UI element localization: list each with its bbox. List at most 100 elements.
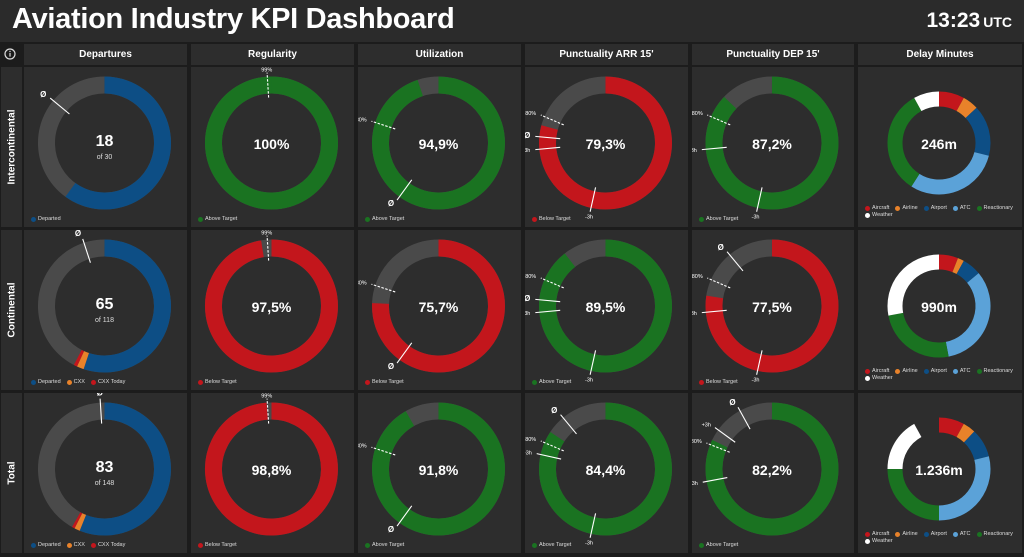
legend-item: Departed (31, 379, 61, 385)
kpi-tile[interactable]: 80% Ø 94,9% Above Target (358, 67, 521, 227)
donut-chart: 80% Ø 75,7% (358, 239, 505, 373)
chart-legend: Below Target (699, 379, 738, 385)
legend-swatch (865, 531, 870, 537)
kpi-tile[interactable]: 80% Ø +3h -3h 79,3% Below Target (525, 67, 688, 227)
donut-chart: Ø 65 of 118 (38, 230, 171, 373)
kpi-tile[interactable]: Ø +3h 80% -3h 82,2% Above Target (692, 393, 854, 553)
kpi-subtext: of 118 (95, 317, 114, 324)
legend-label: Above Target (539, 542, 572, 548)
info-icon (4, 48, 16, 60)
marker-label: 80% (358, 118, 367, 124)
legend-label: Reactionary (983, 531, 1013, 537)
donut-chart: 80% Ø 91,8% (358, 402, 505, 536)
marker-label: 80% (525, 111, 536, 117)
row-header: Continental (1, 230, 22, 390)
kpi-tile[interactable]: Ø 65 of 118 Departed CXX CXX Today (24, 230, 187, 390)
legend-label: Below Target (539, 216, 571, 222)
donut-segment-white (887, 254, 940, 316)
marker-label: Ø (525, 131, 530, 140)
marker-line (701, 309, 727, 314)
legend-item: Airline (895, 531, 918, 537)
legend-item: Departed (31, 542, 61, 548)
marker-line (396, 505, 413, 527)
marker-line (266, 398, 270, 424)
kpi-tile[interactable]: 80% Ø 91,8% Above Target (358, 393, 521, 553)
kpi-tile[interactable]: 246m Aircraft Airline Airport ATC Reactionary… (858, 67, 1022, 227)
legend-label: CXX Today (97, 542, 126, 548)
legend-item: Above Target (365, 542, 404, 548)
legend-label: Airport (930, 531, 947, 537)
donut-value-arc (539, 402, 672, 536)
donut-value-arc (705, 76, 839, 210)
marker-label: Ø (388, 525, 394, 534)
kpi-value: 100% (254, 136, 290, 152)
column-header: Regularity (191, 44, 354, 65)
legend-item: Reactionary (976, 368, 1013, 374)
marker-line (707, 277, 731, 289)
kpi-tile[interactable]: 80% Ø 75,7% Below Target (358, 230, 521, 390)
kpi-value: 98,8% (252, 462, 292, 478)
legend-swatch (952, 531, 958, 537)
legend-item: CXX (66, 379, 85, 385)
marker-line (540, 277, 564, 289)
legend-label: Below Target (205, 542, 237, 548)
marker-line (535, 135, 561, 140)
legend-item: Weather (865, 538, 893, 544)
marker-label: Ø (388, 199, 394, 208)
legend-label: Aircraft (872, 531, 890, 537)
column-header: Punctuality ARR 15' (525, 44, 688, 65)
marker-label: +3h (692, 148, 697, 154)
marker-label: 80% (525, 437, 536, 443)
marker-line (726, 251, 744, 272)
legend-label: Departed (38, 216, 61, 222)
clock-timezone: UTC (983, 14, 1012, 30)
legend-item: Above Target (365, 216, 404, 222)
chart-legend: Departed CXX CXX Today (31, 542, 125, 548)
donut-segment-green (888, 312, 949, 358)
kpi-tile[interactable]: 80% +3h -3h 87,2% Above Target (692, 67, 854, 227)
marker-line (706, 442, 730, 453)
marker-line (396, 342, 413, 364)
donut-chart: 990m (887, 254, 991, 358)
donut-chart: 80% Ø +3h -3h 79,3% (525, 76, 672, 221)
legend-label: Weather (872, 538, 893, 544)
legend-swatch (952, 205, 958, 211)
kpi-tile[interactable]: Ø 18 of 30 Departed (24, 67, 187, 227)
kpi-tile[interactable]: 99% 97,5% Below Target (191, 230, 354, 390)
donut-segment-cxx-today (72, 512, 83, 529)
donut-segment-red (938, 254, 958, 273)
legend-item: Reactionary (976, 531, 1013, 537)
kpi-value: 91,8% (419, 462, 459, 478)
marker-label: +3h (525, 148, 530, 154)
legend-label: Aircraft (872, 205, 890, 211)
donut-segment-cxx-today (73, 349, 85, 367)
legend-item: Below Target (699, 379, 738, 385)
donut-chart: 99% 97,5% (204, 231, 338, 373)
kpi-tile[interactable]: Ø 80% +3h -3h 84,4% Above Target (525, 393, 688, 553)
row-header-label: Intercontinental (6, 109, 17, 185)
donut-value-arc (205, 76, 338, 210)
legend-item: Above Target (532, 379, 571, 385)
kpi-tile[interactable]: 1.236m Aircraft Airline Airport ATC Reactiona… (858, 393, 1022, 553)
legend-label: Above Target (205, 216, 238, 222)
donut-segment-blue (963, 431, 989, 461)
kpi-value: 65 (96, 296, 114, 313)
kpi-tile[interactable]: 99% 100% Above Target (191, 67, 354, 227)
info-button[interactable] (3, 47, 17, 61)
donut-segment-lightblue (911, 151, 989, 195)
chart-legend: Departed (31, 216, 61, 222)
kpi-subtext: of 148 (95, 480, 115, 487)
kpi-tile[interactable]: Ø 83 of 148 Departed CXX CXX Today (24, 393, 187, 553)
kpi-tile[interactable]: Ø 80% +3h -3h 77,5% Below Target (692, 230, 854, 390)
legend-label: Weather (872, 212, 893, 218)
legend-label: Above Target (372, 216, 405, 222)
marker-label: Ø (75, 230, 81, 238)
legend-swatch (923, 205, 929, 211)
kpi-tile[interactable]: 80% Ø +3h -3h 89,5% Above Target (525, 230, 688, 390)
donut-segment-departed (79, 402, 171, 536)
legend-item: Above Target (532, 542, 571, 548)
kpi-tile[interactable]: 99% 98,8% Below Target (191, 393, 354, 553)
kpi-value: 97,5% (252, 299, 292, 315)
kpi-tile[interactable]: 990m Aircraft Airline Airport ATC Reactionary… (858, 230, 1022, 390)
legend-item: ATC (952, 205, 971, 211)
